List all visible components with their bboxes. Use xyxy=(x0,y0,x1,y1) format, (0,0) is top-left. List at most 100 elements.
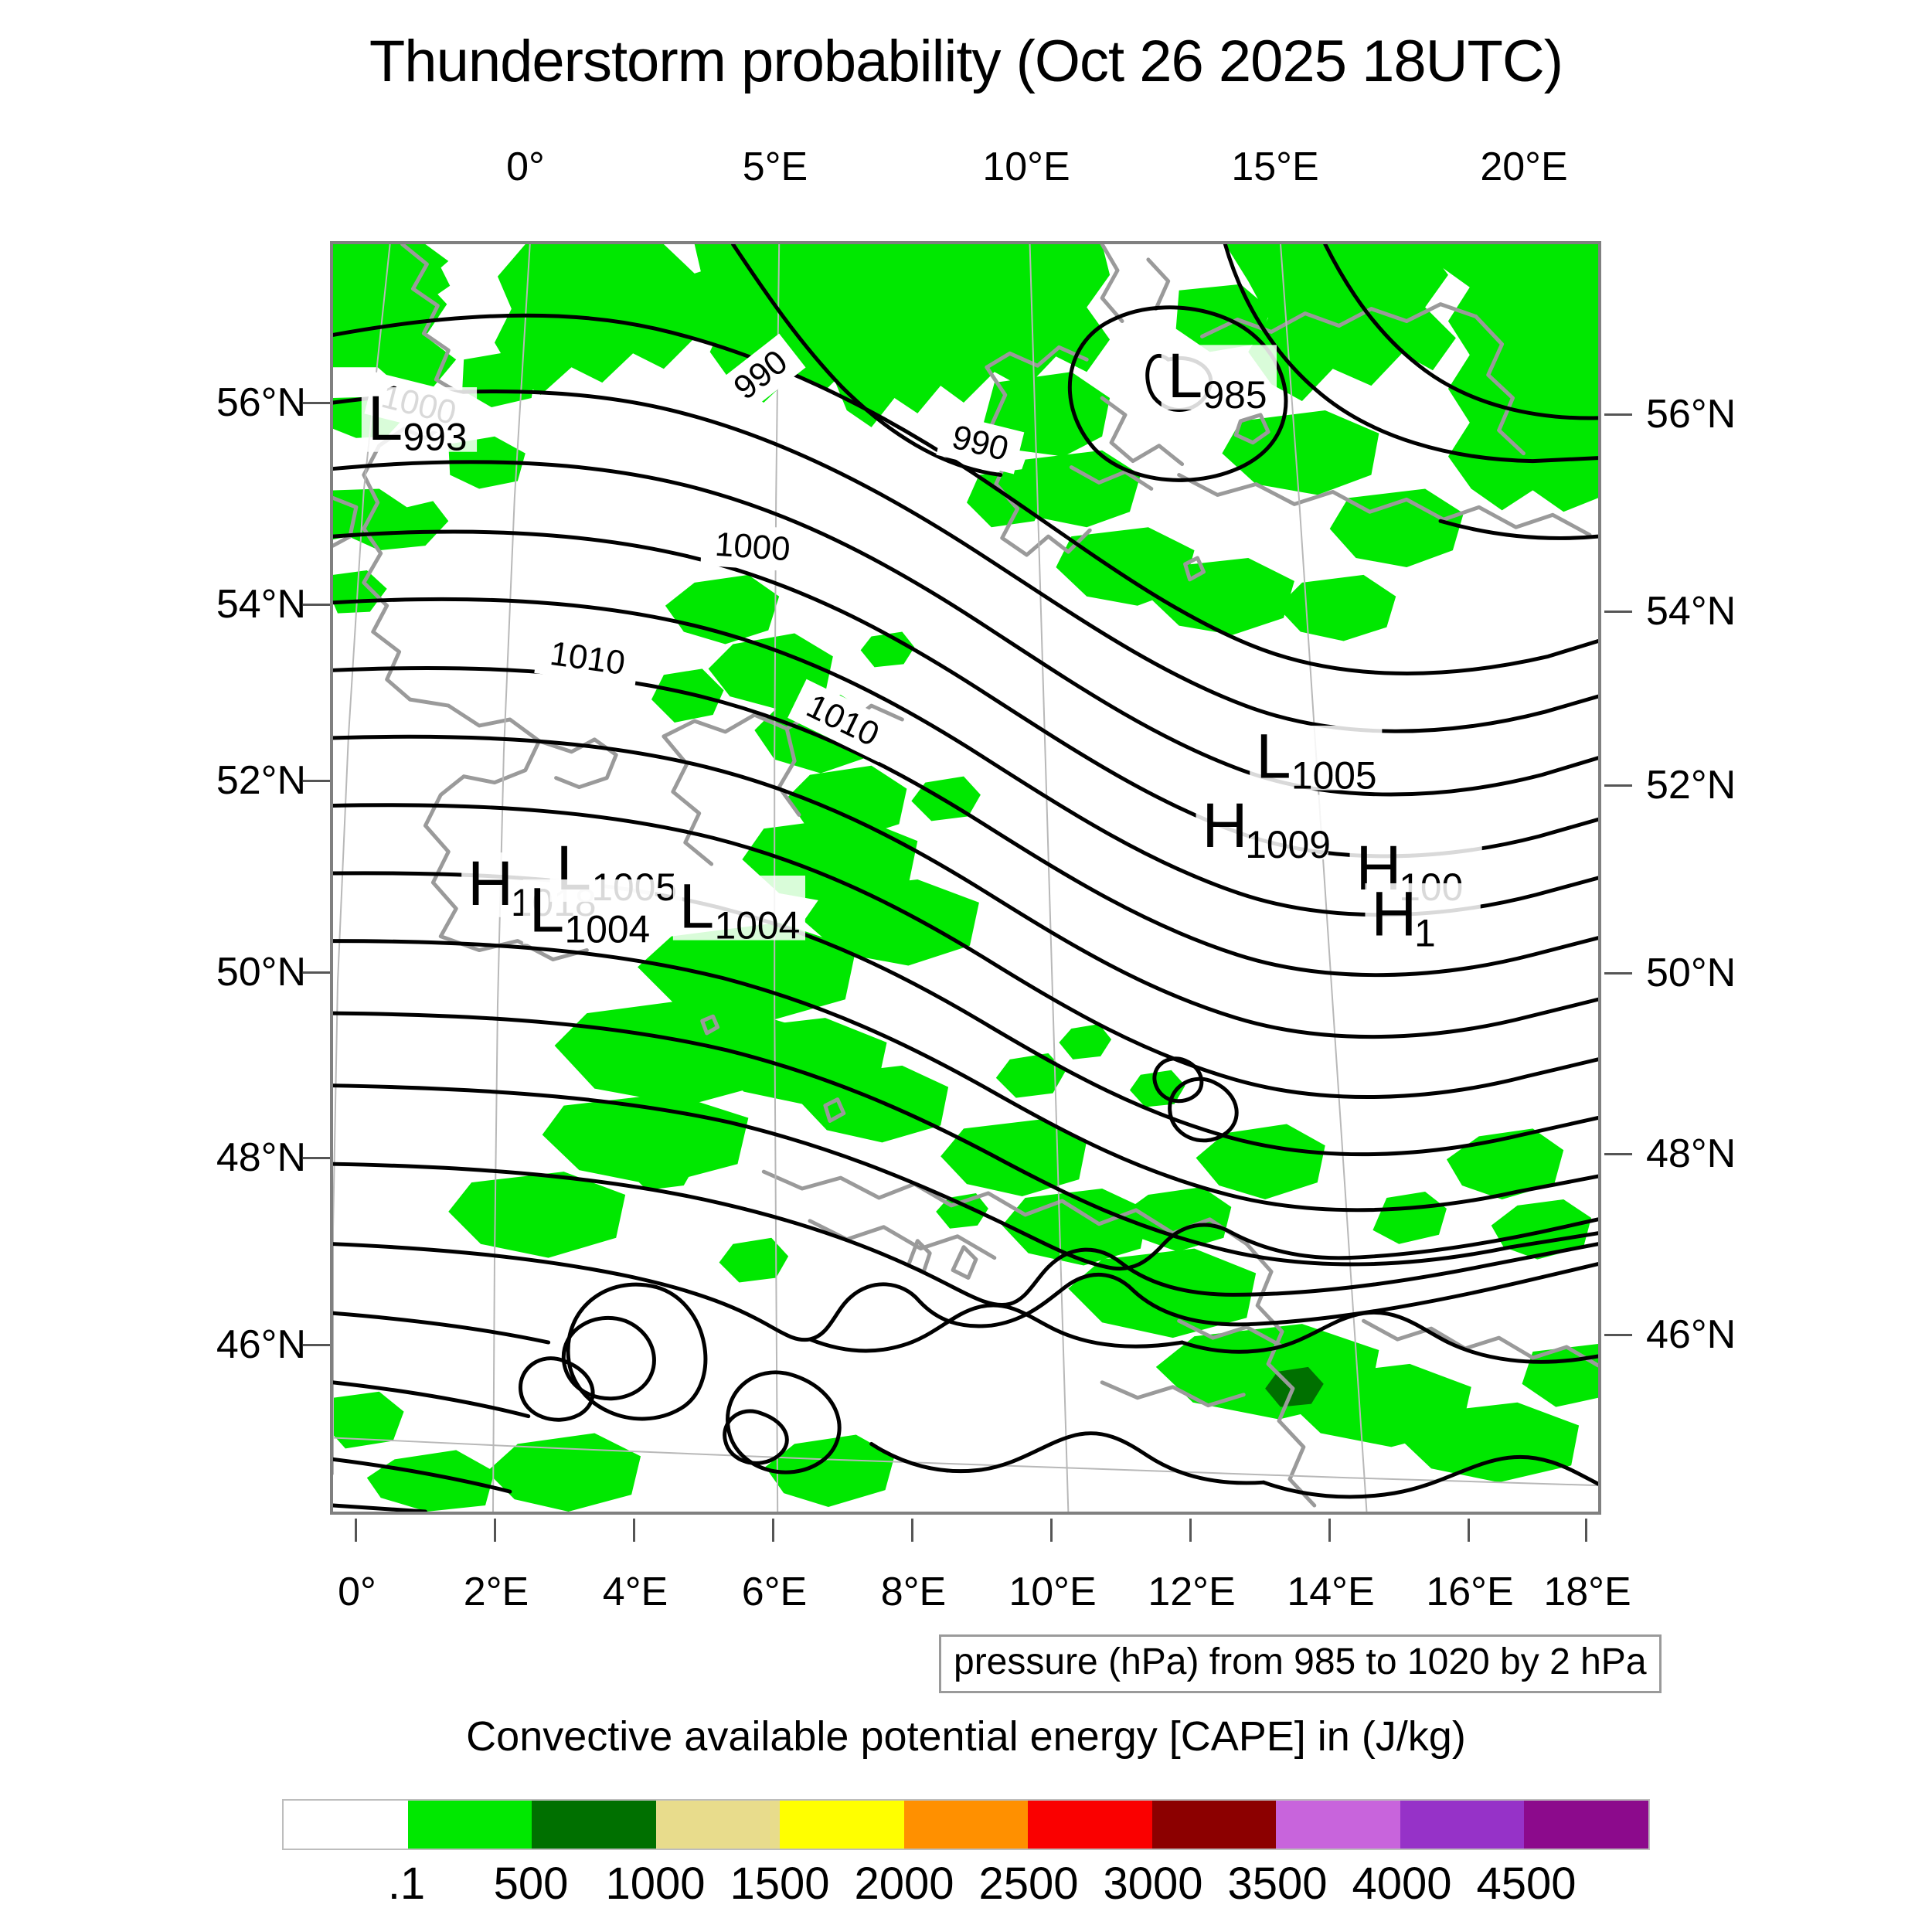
pressure-center-kind: H xyxy=(1371,879,1417,950)
colorbar-swatch-4[interactable] xyxy=(780,1801,904,1849)
colorbar-tick-1: 500 xyxy=(493,1859,569,1909)
lon-top-label-4: 20°E xyxy=(1480,145,1568,189)
colorbar-swatch-10[interactable] xyxy=(1524,1801,1649,1849)
coastline-layer xyxy=(333,244,1598,1508)
lon-top-label-1: 5°E xyxy=(742,145,808,189)
pressure-center-kind: L xyxy=(368,383,403,454)
pressure-center-L1004-east: L 1004 xyxy=(672,872,806,947)
lat-right-label-4: 48°N xyxy=(1646,1131,1736,1176)
lat-right-label-0: 56°N xyxy=(1646,392,1736,437)
isobar-label: 1000 xyxy=(714,526,792,569)
pressure-center-L1005-east: L 1005 xyxy=(1250,722,1383,798)
pressure-center-value: 1004 xyxy=(715,904,801,947)
lon-bottom-label-3: 6°E xyxy=(741,1570,808,1614)
lon-bottom-label-0: 0° xyxy=(338,1570,376,1614)
pressure-center-value: 1005 xyxy=(1291,754,1377,798)
lat-left-label-4: 48°N xyxy=(216,1135,306,1180)
lon-bottom-label-6: 12°E xyxy=(1148,1570,1236,1614)
lon-top-label-3: 15°E xyxy=(1231,145,1319,189)
lat-right-label-5: 46°N xyxy=(1646,1312,1736,1357)
cape-colorbar[interactable] xyxy=(282,1799,1650,1850)
colorbar-tick-4: 2000 xyxy=(854,1859,954,1909)
colorbar-swatch-8[interactable] xyxy=(1276,1801,1400,1849)
lat-left-label-2: 52°N xyxy=(216,758,306,803)
colorbar-swatch-0[interactable] xyxy=(284,1801,408,1849)
lon-bottom-tick-0 xyxy=(355,1519,357,1542)
colorbar-tick-3: 1500 xyxy=(730,1859,830,1909)
lon-bottom-tick-5 xyxy=(1050,1519,1053,1542)
lat-left-label-5: 46°N xyxy=(216,1322,306,1367)
weather-map[interactable]: 990 990 1000 1000 1010 1010 xyxy=(330,241,1601,1515)
lat-right-tick-5 xyxy=(1604,1334,1632,1336)
pressure-center-kind: L xyxy=(1168,341,1202,411)
lon-top-label-0: 0° xyxy=(506,145,545,189)
pressure-center-L985: L 985 xyxy=(1161,341,1277,417)
map-canvas: 990 990 1000 1000 1010 1010 xyxy=(333,244,1598,1512)
lon-bottom-label-2: 4°E xyxy=(602,1570,668,1614)
lon-bottom-tick-7 xyxy=(1328,1519,1331,1542)
lon-bottom-tick-4 xyxy=(911,1519,913,1542)
lat-left-tick-5 xyxy=(303,1344,331,1346)
lat-right-tick-1 xyxy=(1604,611,1632,613)
lat-right-tick-0 xyxy=(1604,413,1632,416)
lat-left-tick-4 xyxy=(303,1157,331,1159)
pressure-center-value: 993 xyxy=(403,416,468,459)
lon-bottom-tick-2 xyxy=(633,1519,635,1542)
pressure-center-value: 1 xyxy=(1414,912,1436,955)
colorbar-tick-7: 3500 xyxy=(1227,1859,1328,1909)
lat-right-label-3: 50°N xyxy=(1646,951,1736,995)
lon-bottom-label-1: 2°E xyxy=(463,1570,529,1614)
colorbar-swatch-1[interactable] xyxy=(407,1801,532,1849)
lon-bottom-label-8: 16°E xyxy=(1426,1570,1514,1614)
lon-bottom-tick-1 xyxy=(494,1519,496,1542)
lon-bottom-label-4: 8°E xyxy=(880,1570,947,1614)
lon-top-label-2: 10°E xyxy=(982,145,1070,189)
pressure-legend-note: pressure (hPa) from 985 to 1020 by 2 hPa xyxy=(939,1634,1662,1693)
lon-bottom-tick-6 xyxy=(1189,1519,1192,1542)
colorbar-swatch-3[interactable] xyxy=(655,1801,781,1849)
lat-right-label-1: 54°N xyxy=(1646,589,1736,634)
lat-right-tick-2 xyxy=(1604,784,1632,787)
colorbar-tick-9: 4500 xyxy=(1476,1859,1577,1909)
isobar-layer xyxy=(333,244,1598,1512)
lon-bottom-label-9: 18°E xyxy=(1543,1570,1631,1614)
lat-right-tick-3 xyxy=(1604,972,1632,975)
lat-left-label-0: 56°N xyxy=(216,380,306,425)
colorbar-tick-6: 3000 xyxy=(1103,1859,1203,1909)
colorbar-caption: Convective available potential energy [C… xyxy=(466,1713,1466,1760)
lat-left-label-3: 50°N xyxy=(216,950,306,995)
pressure-center-L1004-west: L 1004 xyxy=(522,876,655,951)
pressure-center-kind: H xyxy=(1202,791,1248,861)
pressure-center-value: 1004 xyxy=(565,908,651,951)
colorbar-tick-labels: .1 500 1000 1500 2000 2500 3000 3500 400… xyxy=(282,1858,1650,1912)
lat-left-tick-1 xyxy=(303,604,331,606)
lon-bottom-tick-9 xyxy=(1585,1519,1587,1542)
lon-bottom-label-7: 14°E xyxy=(1287,1570,1375,1614)
colorbar-swatch-6[interactable] xyxy=(1028,1801,1152,1849)
pressure-center-kind: L xyxy=(529,876,564,946)
colorbar-swatch-5[interactable] xyxy=(903,1801,1029,1849)
lat-left-tick-2 xyxy=(303,780,331,782)
lat-right-label-2: 52°N xyxy=(1646,763,1736,808)
pressure-center-H1009: H 1009 xyxy=(1196,791,1331,866)
pressure-center-value: 985 xyxy=(1202,373,1267,417)
lat-left-tick-3 xyxy=(303,971,331,974)
colorbar-swatch-9[interactable] xyxy=(1400,1801,1525,1849)
pressure-center-kind: L xyxy=(679,872,714,942)
lat-left-label-1: 54°N xyxy=(216,582,306,627)
pressure-center-value: 1009 xyxy=(1245,823,1331,866)
pressure-center-L993: L 993 xyxy=(361,383,478,459)
colorbar-swatch-2[interactable] xyxy=(532,1801,656,1849)
colorbar-tick-0: .1 xyxy=(387,1859,426,1909)
colorbar-tick-5: 2500 xyxy=(978,1859,1079,1909)
lat-left-tick-0 xyxy=(303,402,331,404)
colorbar-swatch-7[interactable] xyxy=(1151,1801,1277,1849)
lon-bottom-label-5: 10°E xyxy=(1009,1570,1097,1614)
pressure-center-kind: L xyxy=(1256,722,1291,792)
page-title: Thunderstorm probability (Oct 26 2025 18… xyxy=(369,29,1563,94)
pressure-center-kind: H xyxy=(468,849,513,919)
colorbar-tick-8: 4000 xyxy=(1352,1859,1452,1909)
colorbar-tick-2: 1000 xyxy=(605,1859,706,1909)
lon-bottom-tick-3 xyxy=(772,1519,774,1542)
pressure-center-H-clipped-lower: H 1 xyxy=(1365,879,1481,955)
